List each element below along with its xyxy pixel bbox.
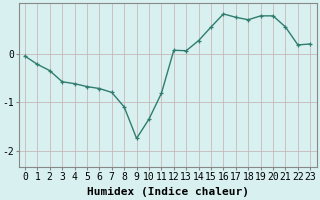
- X-axis label: Humidex (Indice chaleur): Humidex (Indice chaleur): [87, 187, 249, 197]
